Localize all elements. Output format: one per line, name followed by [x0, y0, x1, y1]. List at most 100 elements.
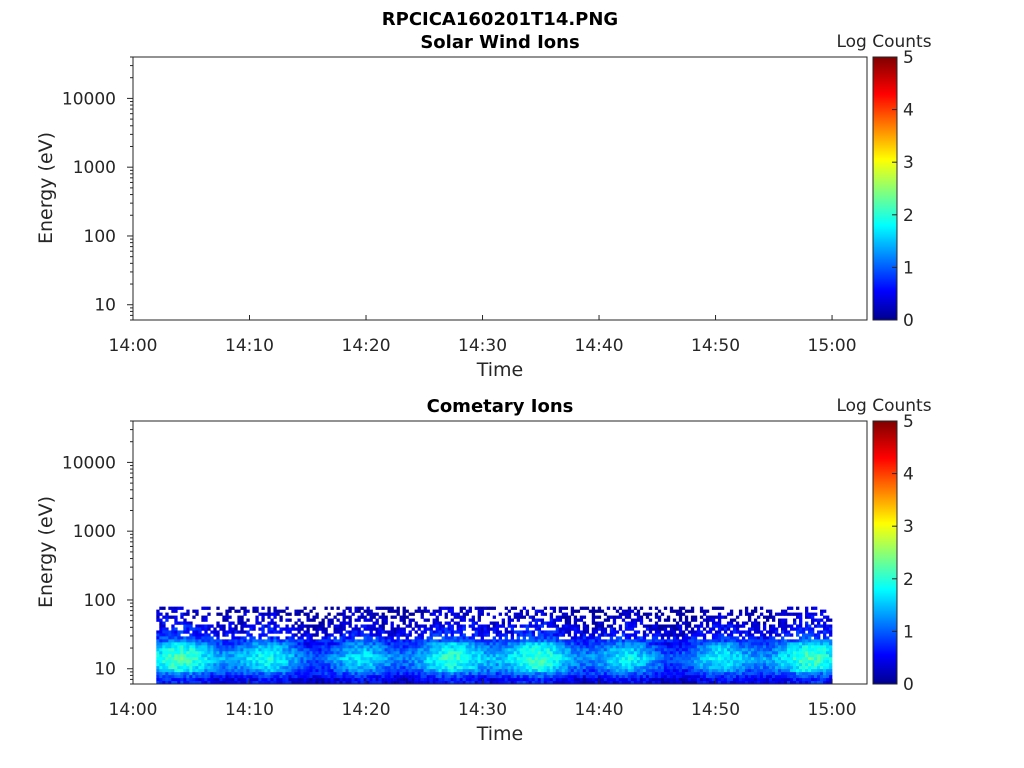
- spectrogram-cell: [774, 648, 779, 652]
- spectrogram-cell: [225, 615, 229, 619]
- spectrogram-cell: [288, 612, 292, 616]
- spectrogram-cell: [180, 657, 184, 661]
- spectrogram-cell: [552, 630, 557, 634]
- spectrogram-cell: [216, 636, 220, 640]
- spectrogram-cell: [642, 678, 647, 682]
- spectrogram-cell: [507, 651, 511, 655]
- spectrogram-cell: [747, 618, 752, 622]
- spectrogram-cell: [201, 669, 205, 673]
- spectrogram-cell: [297, 678, 301, 682]
- spectrogram-cell: [393, 657, 397, 661]
- spectrogram-cell: [375, 633, 379, 637]
- spectrogram-cell: [534, 609, 539, 613]
- spectrogram-cell: [195, 678, 199, 682]
- spectrogram-cell: [711, 666, 716, 670]
- spectrogram-cell: [273, 657, 277, 661]
- spectrogram-cell: [609, 645, 614, 649]
- spectrogram-cell: [630, 669, 635, 673]
- spectrogram-cell: [459, 606, 463, 610]
- spectrogram-cell: [309, 657, 313, 661]
- spectrogram-cell: [210, 645, 214, 649]
- spectrogram-cell: [783, 630, 788, 634]
- spectrogram-cell: [799, 639, 803, 643]
- spectrogram-cell: [231, 627, 235, 631]
- spectrogram-cell: [330, 651, 334, 655]
- spectrogram-cell: [273, 639, 277, 643]
- spectrogram-cell: [729, 621, 734, 625]
- spectrogram-cell: [480, 624, 484, 628]
- spectrogram-cell: [582, 636, 587, 640]
- spectrogram-cell: [411, 669, 415, 673]
- spectrogram-cell: [447, 651, 451, 655]
- spectrogram-cell: [612, 627, 617, 631]
- spectrogram-cell: [811, 660, 815, 664]
- spectrogram-cell: [285, 654, 289, 658]
- spectrogram-cell: [759, 672, 764, 676]
- spectrogram-cell: [561, 624, 566, 628]
- spectrogram-cell: [462, 654, 466, 658]
- spectrogram-cell: [561, 657, 566, 661]
- spectrogram-cell: [555, 663, 560, 667]
- spectrogram-cell: [654, 678, 659, 682]
- spectrogram-cell: [417, 636, 421, 640]
- spectrogram-cell: [294, 654, 298, 658]
- spectrogram-cell: [678, 654, 683, 658]
- spectrogram-cell: [432, 678, 436, 682]
- spectrogram-cell: [744, 678, 749, 682]
- spectrogram-cell: [372, 639, 376, 643]
- spectrogram-cell: [639, 675, 644, 679]
- spectrogram-cell: [522, 663, 527, 667]
- spectrogram-cell: [567, 675, 572, 679]
- spectrogram-cell: [588, 636, 593, 640]
- spectrogram-cell: [780, 636, 785, 640]
- spectrogram-cell: [696, 663, 701, 667]
- spectrogram-cell: [378, 663, 382, 667]
- spectrogram-cell: [459, 669, 463, 673]
- spectrogram-cell: [513, 642, 517, 646]
- spectrogram-cell: [826, 654, 830, 658]
- spectrogram-cell: [796, 606, 800, 610]
- spectrogram-cell: [829, 630, 833, 634]
- spectrogram-cell: [201, 651, 205, 655]
- spectrogram-cell: [294, 678, 298, 682]
- spectrogram-cell: [774, 654, 779, 658]
- spectrogram-cell: [273, 648, 277, 652]
- spectrogram-cell: [417, 678, 421, 682]
- spectrogram-cell: [366, 633, 370, 637]
- spectrogram-cell: [441, 678, 445, 682]
- spectrogram-cell: [753, 606, 758, 610]
- x-tick-label: 14:00: [109, 700, 158, 720]
- spectrogram-cell: [189, 669, 193, 673]
- spectrogram-cell: [501, 642, 505, 646]
- spectrogram-cell: [306, 678, 310, 682]
- colorbar-label: Log Counts: [836, 32, 931, 52]
- spectrogram-cell: [567, 666, 572, 670]
- spectrogram-cell: [681, 639, 686, 643]
- spectrogram-cell: [396, 654, 400, 658]
- spectrogram-cell: [327, 660, 331, 664]
- spectrogram-cell: [360, 681, 364, 685]
- spectrogram-cell: [450, 645, 454, 649]
- spectrogram-cell: [519, 630, 523, 634]
- spectrogram-cell: [186, 621, 190, 625]
- spectrogram-cell: [759, 630, 764, 634]
- spectrogram-cell: [459, 675, 463, 679]
- spectrogram-cell: [672, 672, 677, 676]
- x-tick-label: 14:00: [109, 336, 158, 356]
- spectrogram-cell: [489, 654, 493, 658]
- spectrogram-cell: [826, 636, 830, 640]
- spectrogram-cell: [276, 630, 280, 634]
- spectrogram-cell: [711, 654, 716, 658]
- spectrogram-cell: [357, 627, 361, 631]
- spectrogram-cell: [522, 669, 527, 673]
- spectrogram-cell: [282, 672, 286, 676]
- spectrogram-cell: [561, 651, 566, 655]
- spectrogram-cell: [468, 648, 472, 652]
- spectrogram-cell: [237, 615, 241, 619]
- spectrogram-cell: [411, 645, 415, 649]
- spectrogram-cell: [744, 681, 749, 685]
- spectrogram-cell: [174, 645, 178, 649]
- spectrogram-cell: [489, 666, 493, 670]
- spectrogram-cell: [345, 666, 349, 670]
- spectrogram-cell: [207, 681, 211, 685]
